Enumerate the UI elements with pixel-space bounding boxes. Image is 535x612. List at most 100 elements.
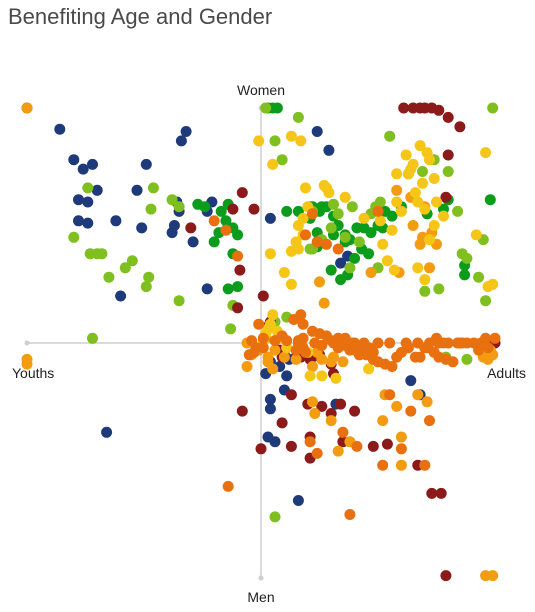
- data-point[interactable]: [358, 212, 370, 224]
- data-point[interactable]: [257, 290, 269, 302]
- data-point[interactable]: [222, 480, 234, 492]
- data-point[interactable]: [391, 400, 403, 412]
- data-point[interactable]: [325, 264, 337, 276]
- data-point[interactable]: [304, 436, 316, 448]
- data-point[interactable]: [222, 283, 234, 295]
- data-point[interactable]: [300, 182, 311, 194]
- data-point[interactable]: [386, 361, 398, 372]
- data-point[interactable]: [405, 375, 417, 387]
- data-point[interactable]: [480, 332, 492, 344]
- data-point[interactable]: [328, 351, 339, 363]
- data-point[interactable]: [424, 415, 435, 427]
- data-point[interactable]: [435, 487, 447, 499]
- data-point[interactable]: [440, 570, 452, 582]
- data-point[interactable]: [372, 337, 384, 349]
- data-point[interactable]: [295, 135, 307, 147]
- data-point[interactable]: [73, 194, 84, 206]
- data-point[interactable]: [414, 351, 426, 363]
- data-point[interactable]: [428, 220, 440, 231]
- data-point[interactable]: [318, 180, 330, 191]
- data-point[interactable]: [424, 234, 435, 246]
- data-point[interactable]: [267, 363, 279, 375]
- data-point[interactable]: [419, 459, 431, 471]
- data-point[interactable]: [292, 111, 304, 123]
- data-point[interactable]: [391, 196, 403, 208]
- data-point[interactable]: [140, 281, 152, 293]
- data-point[interactable]: [398, 102, 410, 114]
- data-point[interactable]: [297, 212, 309, 224]
- data-point[interactable]: [421, 396, 433, 408]
- data-point[interactable]: [374, 196, 386, 208]
- data-point[interactable]: [68, 231, 80, 243]
- data-point[interactable]: [281, 370, 293, 382]
- data-point[interactable]: [173, 201, 185, 213]
- data-point[interactable]: [339, 231, 351, 243]
- data-point[interactable]: [438, 337, 449, 349]
- data-point[interactable]: [353, 236, 365, 248]
- data-point[interactable]: [388, 264, 400, 276]
- data-point[interactable]: [126, 255, 138, 267]
- data-point[interactable]: [431, 196, 442, 208]
- data-point[interactable]: [215, 205, 227, 217]
- data-point[interactable]: [54, 123, 66, 135]
- data-point[interactable]: [391, 184, 403, 196]
- data-point[interactable]: [201, 283, 213, 295]
- data-point[interactable]: [236, 187, 248, 199]
- data-point[interactable]: [110, 215, 122, 227]
- data-point[interactable]: [433, 104, 445, 116]
- data-point[interactable]: [440, 191, 452, 203]
- data-point[interactable]: [278, 351, 290, 363]
- data-point[interactable]: [145, 203, 157, 215]
- data-point[interactable]: [253, 135, 265, 147]
- data-point[interactable]: [417, 177, 428, 189]
- data-point[interactable]: [185, 222, 197, 234]
- data-point[interactable]: [136, 222, 148, 234]
- data-point[interactable]: [438, 210, 449, 222]
- data-point[interactable]: [349, 252, 361, 264]
- data-point[interactable]: [257, 332, 269, 344]
- data-point[interactable]: [456, 248, 468, 260]
- data-point[interactable]: [365, 267, 377, 278]
- data-point[interactable]: [82, 196, 94, 208]
- data-point[interactable]: [257, 342, 269, 354]
- data-point[interactable]: [419, 203, 431, 215]
- data-point[interactable]: [335, 398, 347, 410]
- data-point[interactable]: [487, 570, 499, 582]
- data-point[interactable]: [264, 403, 276, 415]
- data-point[interactable]: [96, 248, 108, 260]
- data-point[interactable]: [384, 389, 396, 401]
- data-point[interactable]: [351, 440, 363, 452]
- data-point[interactable]: [248, 346, 260, 358]
- data-point[interactable]: [234, 264, 246, 276]
- data-point[interactable]: [325, 415, 337, 427]
- data-point[interactable]: [168, 220, 180, 231]
- data-point[interactable]: [119, 262, 131, 274]
- data-point[interactable]: [473, 271, 485, 283]
- data-point[interactable]: [487, 102, 499, 114]
- data-point[interactable]: [417, 166, 428, 177]
- data-point[interactable]: [482, 342, 494, 354]
- data-point[interactable]: [307, 396, 318, 408]
- data-point[interactable]: [344, 262, 356, 274]
- data-point[interactable]: [412, 196, 424, 208]
- data-point[interactable]: [73, 215, 84, 227]
- data-point[interactable]: [428, 173, 440, 184]
- data-point[interactable]: [339, 191, 351, 203]
- data-point[interactable]: [311, 236, 323, 248]
- data-point[interactable]: [281, 335, 293, 347]
- data-point[interactable]: [87, 158, 98, 170]
- data-point[interactable]: [267, 309, 279, 321]
- data-point[interactable]: [381, 255, 393, 267]
- data-point[interactable]: [391, 168, 403, 180]
- data-point[interactable]: [101, 426, 113, 438]
- data-point[interactable]: [470, 229, 482, 241]
- data-point[interactable]: [131, 184, 143, 196]
- data-point[interactable]: [278, 267, 290, 278]
- data-point[interactable]: [335, 257, 347, 269]
- data-point[interactable]: [367, 440, 379, 452]
- data-point[interactable]: [323, 144, 335, 156]
- data-point[interactable]: [208, 215, 220, 227]
- data-point[interactable]: [384, 130, 396, 142]
- data-point[interactable]: [285, 389, 297, 401]
- data-point[interactable]: [412, 262, 424, 274]
